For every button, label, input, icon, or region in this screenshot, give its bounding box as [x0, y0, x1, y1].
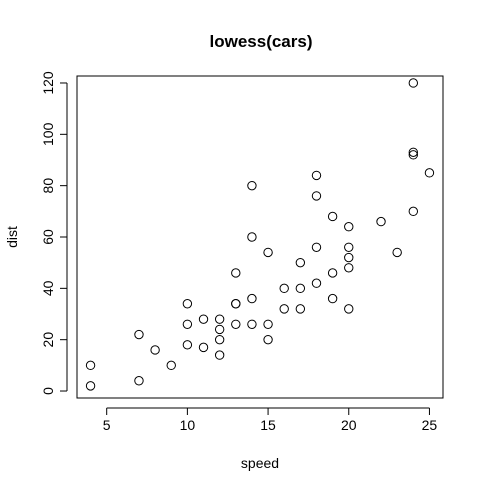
plot-frame	[76, 75, 444, 399]
data-point	[344, 263, 354, 273]
data-point	[166, 360, 176, 371]
data-point	[231, 299, 241, 309]
data-point	[279, 304, 289, 314]
data-point	[150, 345, 160, 355]
data-point	[344, 242, 354, 252]
data-point	[295, 283, 306, 294]
data-point	[408, 150, 419, 160]
data-point	[311, 242, 322, 252]
data-point	[85, 360, 96, 371]
data-point	[408, 78, 419, 88]
data-point	[231, 268, 241, 278]
data-point	[295, 304, 306, 314]
data-point	[85, 381, 96, 391]
data-point	[182, 299, 193, 309]
data-point	[408, 147, 419, 157]
x-tick-label: 20	[341, 417, 357, 433]
data-points	[85, 78, 435, 391]
chart-title: lowess(cars)	[210, 32, 313, 51]
data-point	[376, 216, 386, 227]
x-tick-label: 5	[103, 417, 111, 433]
data-point	[263, 319, 273, 329]
data-point	[311, 170, 322, 181]
data-point	[392, 247, 402, 258]
data-point	[327, 293, 338, 304]
x-tick-label: 15	[260, 417, 276, 433]
data-point	[134, 329, 144, 340]
y-tick-label: 40	[40, 280, 56, 296]
data-point	[424, 168, 435, 178]
data-point	[344, 304, 354, 314]
y-axis: 0 20 40 60 80 100 120	[40, 71, 68, 395]
data-point	[247, 232, 257, 242]
x-axis: 5 10 15 20 25	[103, 407, 438, 433]
data-point	[311, 191, 322, 201]
y-tick-label: 20	[40, 332, 56, 348]
data-point	[134, 376, 144, 386]
y-tick-label: 100	[40, 122, 56, 146]
data-point	[198, 314, 209, 324]
data-point	[214, 314, 225, 324]
data-point	[344, 252, 354, 263]
y-tick-label: 60	[40, 229, 56, 245]
data-point	[247, 293, 257, 304]
data-point	[408, 206, 419, 217]
data-point	[344, 222, 354, 232]
data-point	[263, 334, 273, 345]
data-point	[311, 278, 322, 288]
data-point	[263, 247, 273, 258]
x-tick-label: 25	[422, 417, 438, 433]
data-point	[198, 342, 209, 353]
y-tick-label: 80	[40, 178, 56, 194]
data-point	[182, 340, 193, 350]
y-axis-label: dist	[4, 226, 20, 248]
data-point	[247, 319, 257, 329]
data-point	[327, 211, 338, 222]
data-point	[327, 268, 338, 278]
data-point	[231, 319, 241, 329]
data-point	[214, 324, 225, 335]
data-point	[295, 257, 306, 268]
data-point	[214, 350, 225, 360]
data-point	[279, 283, 289, 294]
data-point	[247, 180, 257, 191]
x-axis-label: speed	[241, 455, 279, 471]
y-tick-label: 0	[40, 387, 56, 395]
data-point	[214, 334, 225, 345]
data-point	[182, 319, 193, 329]
y-tick-label: 120	[40, 71, 56, 95]
x-tick-label: 10	[180, 417, 196, 433]
